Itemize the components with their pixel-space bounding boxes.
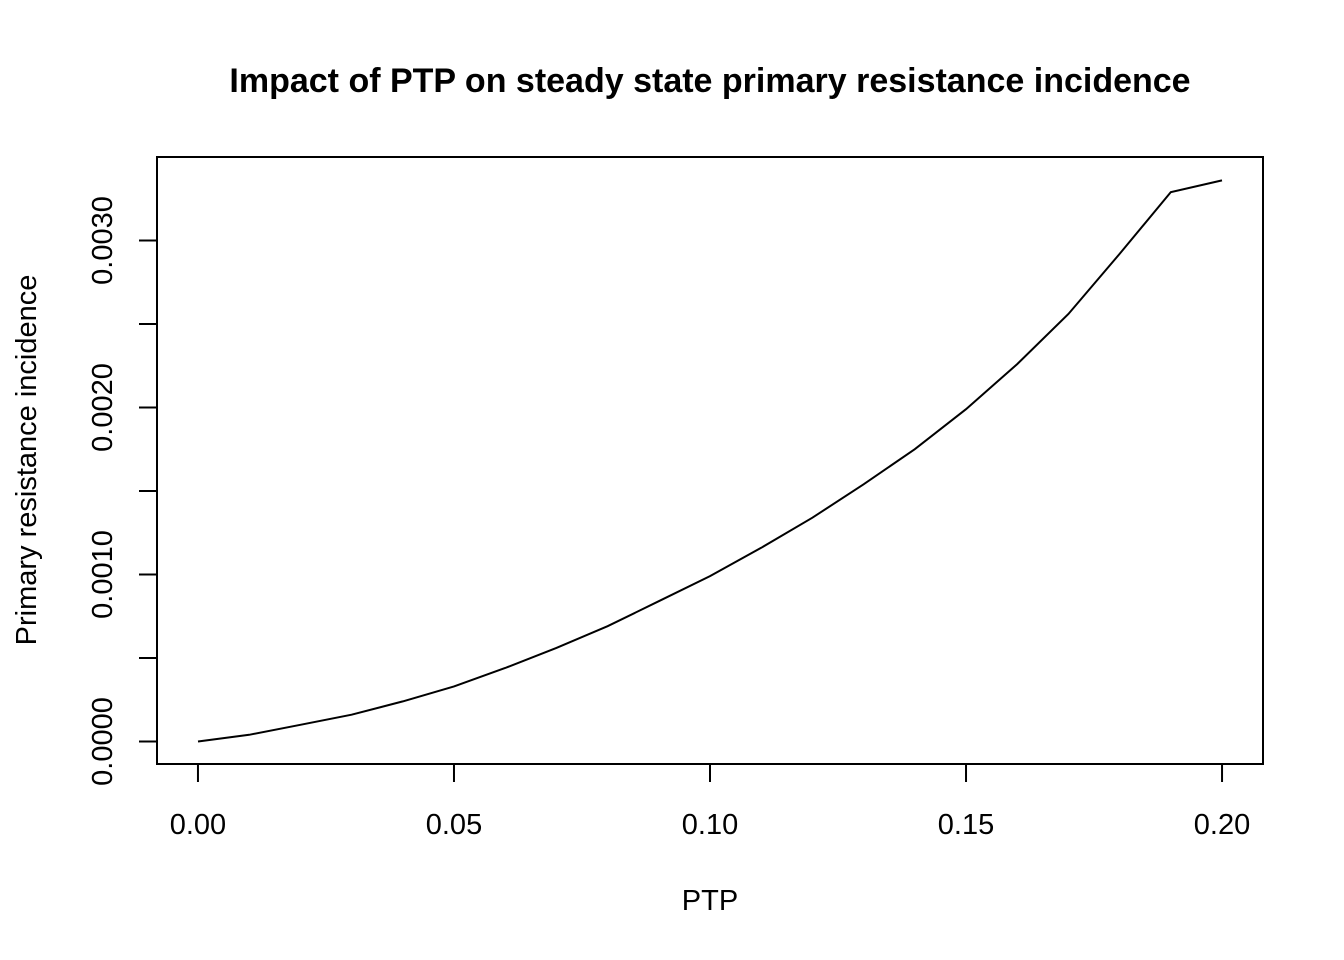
x-tick-label: 0.05 [426, 809, 482, 841]
y-tick-label: 0.0010 [87, 530, 119, 619]
y-tick-label: 0.0020 [87, 363, 119, 452]
x-tick-label: 0.10 [682, 809, 738, 841]
x-tick-label: 0.15 [938, 809, 994, 841]
y-tick-label: 0.0030 [87, 196, 119, 285]
x-axis-label: PTP [682, 885, 738, 917]
plot-frame [157, 157, 1263, 764]
chart-title: Impact of PTP on steady state primary re… [229, 62, 1190, 100]
x-tick-label: 0.00 [170, 809, 226, 841]
y-axis-label: Primary resistance incidence [11, 275, 43, 646]
series-line [198, 180, 1222, 741]
x-tick-label: 0.20 [1194, 809, 1250, 841]
series-layer [198, 180, 1222, 741]
y-tick-label: 0.0000 [87, 697, 119, 786]
x-axis: 0.00 0.05 0.10 0.15 0.20 [170, 764, 1251, 841]
y-axis: 0.0000 0.0010 0.0020 0.0030 [87, 196, 157, 786]
